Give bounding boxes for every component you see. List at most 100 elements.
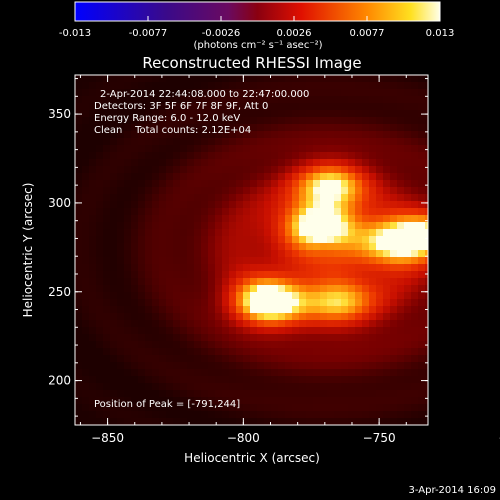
heatmap-cell bbox=[362, 390, 369, 397]
heatmap-cell bbox=[306, 285, 313, 292]
heatmap-cell bbox=[292, 215, 299, 222]
heatmap-cell bbox=[215, 82, 222, 89]
heatmap-cell bbox=[103, 390, 110, 397]
heatmap-cell bbox=[334, 341, 341, 348]
heatmap-cell bbox=[82, 313, 89, 320]
heatmap-cell bbox=[299, 369, 306, 376]
heatmap-cell bbox=[187, 110, 194, 117]
heatmap-cell bbox=[362, 285, 369, 292]
heatmap-cell bbox=[194, 215, 201, 222]
heatmap-cell bbox=[292, 194, 299, 201]
heatmap-cell bbox=[355, 215, 362, 222]
heatmap-cell bbox=[334, 131, 341, 138]
heatmap-cell bbox=[236, 362, 243, 369]
heatmap-cell bbox=[222, 264, 229, 271]
heatmap-cell bbox=[292, 229, 299, 236]
colorbar bbox=[74, 1, 441, 22]
heatmap-cell bbox=[278, 257, 285, 264]
heatmap-cell bbox=[236, 89, 243, 96]
heatmap-cell bbox=[383, 82, 390, 89]
heatmap-cell bbox=[425, 236, 428, 243]
heatmap-cell bbox=[75, 236, 82, 243]
heatmap-cell bbox=[236, 320, 243, 327]
heatmap-cell bbox=[327, 215, 334, 222]
heatmap-cell bbox=[341, 306, 348, 313]
heatmap-cell bbox=[138, 390, 145, 397]
heatmap-cell bbox=[334, 194, 341, 201]
heatmap-cell bbox=[159, 376, 166, 383]
heatmap-cell bbox=[138, 180, 145, 187]
heatmap-cell bbox=[152, 173, 159, 180]
heatmap-cell bbox=[348, 110, 355, 117]
heatmap-cell bbox=[124, 180, 131, 187]
heatmap-cell bbox=[397, 306, 404, 313]
colorbar-tick-label: -0.0026 bbox=[202, 28, 241, 39]
heatmap-cell bbox=[89, 250, 96, 257]
heatmap-cell bbox=[418, 250, 425, 257]
heatmap-cell bbox=[138, 306, 145, 313]
heatmap-cell bbox=[173, 348, 180, 355]
heatmap-cell bbox=[369, 355, 376, 362]
heatmap-cell bbox=[271, 306, 278, 313]
heatmap-cell bbox=[383, 271, 390, 278]
heatmap-cell bbox=[285, 75, 292, 82]
heatmap-cell bbox=[180, 159, 187, 166]
heatmap-cell bbox=[145, 131, 152, 138]
heatmap-cell bbox=[299, 348, 306, 355]
heatmap-cell bbox=[264, 180, 271, 187]
heatmap-cell bbox=[236, 383, 243, 390]
heatmap-cell bbox=[75, 376, 82, 383]
heatmap-cell bbox=[418, 418, 425, 425]
heatmap-cell bbox=[89, 180, 96, 187]
heatmap-cell bbox=[117, 229, 124, 236]
heatmap-cell bbox=[418, 257, 425, 264]
heatmap-cell bbox=[89, 264, 96, 271]
heatmap-cell bbox=[250, 89, 257, 96]
heatmap-cell bbox=[159, 194, 166, 201]
heatmap-cell bbox=[418, 145, 425, 152]
heatmap-cell bbox=[187, 180, 194, 187]
heatmap-cell bbox=[299, 320, 306, 327]
heatmap-cell bbox=[229, 355, 236, 362]
heatmap-cell bbox=[96, 341, 103, 348]
heatmap-cell bbox=[103, 334, 110, 341]
heatmap-cell bbox=[201, 285, 208, 292]
heatmap-cell bbox=[180, 229, 187, 236]
heatmap-cell bbox=[383, 215, 390, 222]
heatmap-cell bbox=[292, 152, 299, 159]
heatmap-cell bbox=[390, 411, 397, 418]
heatmap-cell bbox=[110, 138, 117, 145]
heatmap-cell bbox=[404, 292, 411, 299]
heatmap-cell bbox=[110, 131, 117, 138]
heatmap-cell bbox=[138, 145, 145, 152]
heatmap-cell bbox=[243, 411, 250, 418]
heatmap-cell bbox=[404, 306, 411, 313]
heatmap-cell bbox=[278, 103, 285, 110]
heatmap-cell bbox=[117, 355, 124, 362]
heatmap-cell bbox=[124, 173, 131, 180]
heatmap-cell bbox=[341, 250, 348, 257]
heatmap-cell bbox=[208, 138, 215, 145]
heatmap-cell bbox=[425, 341, 428, 348]
heatmap-cell bbox=[131, 117, 138, 124]
y-tick-label: 300 bbox=[48, 196, 71, 210]
heatmap-cell bbox=[222, 82, 229, 89]
heatmap-cell bbox=[425, 138, 428, 145]
heatmap-cell bbox=[138, 397, 145, 404]
heatmap-cell bbox=[313, 376, 320, 383]
heatmap-cell bbox=[222, 180, 229, 187]
heatmap-cell bbox=[75, 306, 82, 313]
heatmap-cell bbox=[327, 369, 334, 376]
heatmap-cell bbox=[390, 327, 397, 334]
heatmap-cell bbox=[124, 292, 131, 299]
heatmap-cell bbox=[243, 264, 250, 271]
heatmap-cell bbox=[341, 271, 348, 278]
heatmap-cell bbox=[362, 383, 369, 390]
heatmap-cell bbox=[306, 166, 313, 173]
heatmap-cell bbox=[425, 89, 428, 96]
heatmap-cell bbox=[131, 327, 138, 334]
heatmap-cell bbox=[411, 250, 418, 257]
heatmap-cell bbox=[369, 222, 376, 229]
heatmap-cell bbox=[96, 131, 103, 138]
heatmap-cell bbox=[222, 215, 229, 222]
